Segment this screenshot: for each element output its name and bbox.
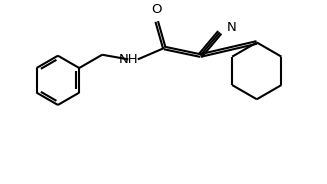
- Text: NH: NH: [118, 53, 138, 66]
- Text: O: O: [151, 3, 162, 16]
- Text: N: N: [226, 21, 236, 34]
